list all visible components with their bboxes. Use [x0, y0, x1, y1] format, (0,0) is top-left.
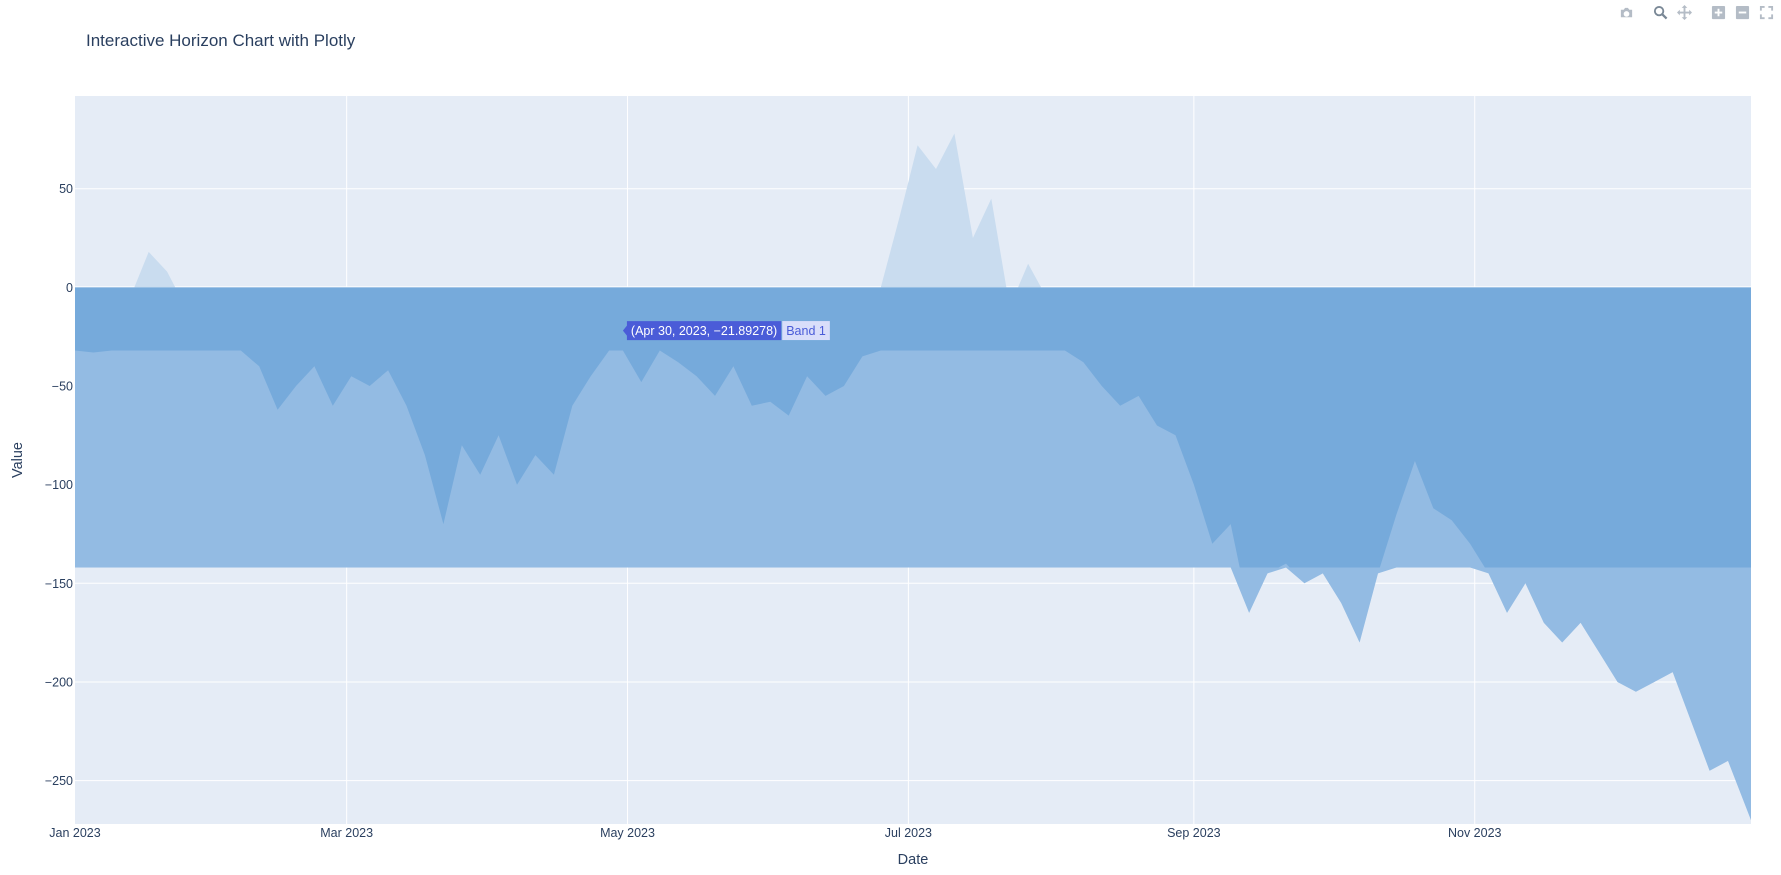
tooltip-box: [622, 321, 782, 341]
y-tick-label: −250: [45, 774, 73, 788]
band-2-series-area[interactable]: [75, 350, 1751, 821]
band-3-series-area[interactable]: [75, 567, 1751, 821]
y-tick-label: −150: [45, 577, 73, 591]
y-tick-label: −100: [45, 478, 73, 492]
x-tick-label: May 2023: [600, 826, 655, 840]
x-tick-label: Jul 2023: [885, 826, 932, 840]
y-tick-label: 50: [59, 182, 73, 196]
y-tick-label: 0: [66, 281, 73, 295]
pan-icon[interactable]: [1673, 2, 1695, 22]
tooltip-series-bg: [782, 321, 830, 341]
x-axis-title: Date: [898, 852, 929, 868]
camera-icon[interactable]: [1615, 2, 1637, 22]
y-tick-label: −50: [52, 380, 73, 394]
autoscale-icon[interactable]: [1755, 2, 1777, 22]
tooltip-series-name: Band 1: [786, 324, 826, 338]
tooltip-label: (Apr 30, 2023, −21.89278): [631, 324, 777, 338]
hover-tooltip: (Apr 30, 2023, −21.89278) Band 1: [622, 321, 830, 341]
x-tick-label: Sep 2023: [1167, 826, 1221, 840]
y-tick-label: −200: [45, 675, 73, 689]
zoom-out-icon[interactable]: [1731, 2, 1753, 22]
zoom-in-icon[interactable]: [1707, 2, 1729, 22]
x-tick-label: Nov 2023: [1448, 826, 1502, 840]
modebar: [1615, 2, 1777, 22]
y-axis-title: Value: [10, 442, 26, 478]
zoom-icon[interactable]: [1649, 2, 1671, 22]
band-1-rect[interactable]: [75, 287, 1751, 351]
chart-title: Interactive Horizon Chart with Plotly: [86, 31, 356, 50]
x-tick-label: Mar 2023: [320, 826, 373, 840]
x-tick-label: Jan 2023: [49, 826, 100, 840]
